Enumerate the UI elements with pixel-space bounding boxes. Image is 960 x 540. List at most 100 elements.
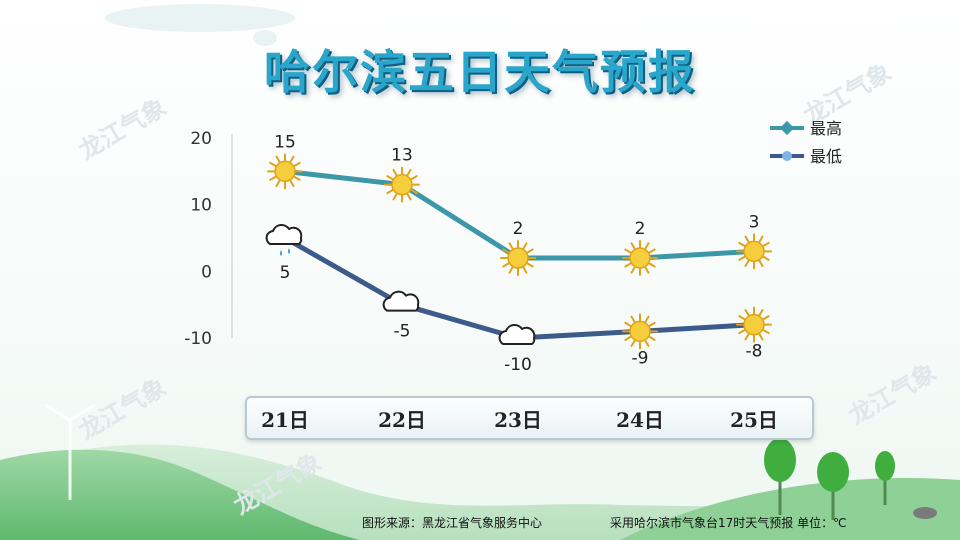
sun-ray	[522, 242, 528, 250]
sun-disc	[507, 247, 529, 269]
sun-ray	[269, 175, 277, 181]
legend-label: 最高	[810, 119, 842, 138]
hill-front	[0, 449, 360, 540]
sun-ray	[644, 266, 650, 274]
sun-ray	[526, 262, 534, 268]
data-label: -9	[632, 348, 649, 368]
sun-ray	[758, 235, 764, 243]
data-label: 15	[274, 132, 296, 152]
date-label: 23日	[494, 408, 542, 432]
data-label: -10	[504, 355, 532, 375]
tree-icon	[875, 451, 895, 505]
sun-ray	[744, 333, 750, 341]
sun-ray	[644, 242, 650, 250]
sun-ray	[624, 335, 632, 341]
sun-disc	[629, 320, 651, 343]
cloud-shape	[498, 324, 536, 345]
sun-ray	[762, 241, 770, 247]
sun-ray	[624, 321, 632, 327]
high-series-line	[282, 168, 757, 261]
sun-ray	[410, 189, 418, 195]
sun-ray	[502, 248, 510, 254]
sun-ray	[293, 161, 301, 167]
date-label: 22日	[378, 408, 426, 432]
hill-right	[620, 478, 960, 540]
legend-label: 最低	[810, 147, 842, 166]
sun-ray	[293, 175, 301, 181]
legend-marker	[782, 151, 792, 161]
sun-icon	[267, 153, 303, 190]
sun-icon	[384, 166, 420, 203]
sun-ray	[738, 241, 746, 247]
y-tick-label: 0	[201, 262, 212, 282]
data-label: 3	[749, 212, 760, 232]
data-label: 13	[391, 146, 413, 166]
rain-drop	[288, 248, 290, 254]
sun-ray	[744, 235, 750, 243]
sun-ray	[289, 179, 295, 188]
sun-ray	[630, 266, 636, 274]
tree-icon	[817, 452, 849, 520]
sun-ray	[762, 329, 770, 335]
sun-ray	[624, 262, 632, 268]
sun-ray	[758, 259, 764, 268]
sun-ray	[508, 266, 514, 274]
sun-disc	[629, 247, 651, 269]
date-label: 21日	[261, 408, 309, 432]
sun-ray	[386, 189, 394, 195]
cloud-shape	[382, 290, 420, 312]
sun-ray	[630, 315, 636, 323]
y-tick-label: 20	[190, 129, 212, 149]
sun-ray	[630, 339, 636, 348]
rain-drop	[280, 250, 282, 256]
sun-ray	[758, 308, 764, 317]
sun-ray	[630, 242, 636, 250]
sun-disc	[743, 313, 765, 336]
sun-icon	[622, 240, 658, 276]
data-label: -5	[394, 322, 411, 342]
data-label: 5	[280, 263, 291, 283]
sun-icon	[622, 313, 658, 350]
sun-ray	[275, 179, 281, 188]
y-tick-label: 10	[190, 196, 212, 216]
sun-ray	[392, 168, 398, 177]
data-label: -8	[746, 342, 763, 362]
date-bar	[245, 396, 814, 440]
windmill-icon	[44, 403, 96, 500]
cloud-icon	[498, 324, 536, 345]
sun-ray	[758, 333, 764, 341]
cloud-decoration	[253, 30, 277, 46]
sun-ray	[392, 193, 398, 201]
sun-ray	[269, 161, 277, 167]
rock-decoration	[913, 507, 937, 519]
sun-ray	[406, 193, 412, 201]
sun-ray	[744, 259, 750, 268]
sun-ray	[648, 321, 656, 327]
sun-ray	[289, 155, 295, 163]
sun-ray	[275, 155, 281, 163]
sun-icon	[736, 306, 772, 343]
sun-disc	[743, 240, 765, 263]
date-label: 24日	[616, 408, 664, 432]
date-label: 25日	[730, 408, 778, 432]
sun-ray	[738, 315, 746, 321]
sun-ray	[648, 335, 656, 341]
sun-ray	[644, 315, 650, 323]
data-label: 2	[513, 219, 524, 239]
tree-icon	[764, 438, 796, 515]
sun-ray	[738, 329, 746, 335]
sun-ray	[522, 266, 528, 274]
sun-ray	[502, 262, 510, 268]
sun-icon	[500, 240, 536, 276]
sun-ray	[386, 175, 394, 181]
sun-ray	[648, 248, 656, 254]
page-title: 哈尔滨五日天气预报	[264, 45, 696, 99]
sun-ray	[762, 315, 770, 321]
cloud-icon	[382, 290, 420, 312]
sun-disc	[274, 160, 296, 183]
sun-ray	[526, 248, 534, 254]
footer-source: 图形来源：黑龙江省气象服务中心	[362, 516, 543, 530]
sun-disc	[391, 173, 413, 196]
